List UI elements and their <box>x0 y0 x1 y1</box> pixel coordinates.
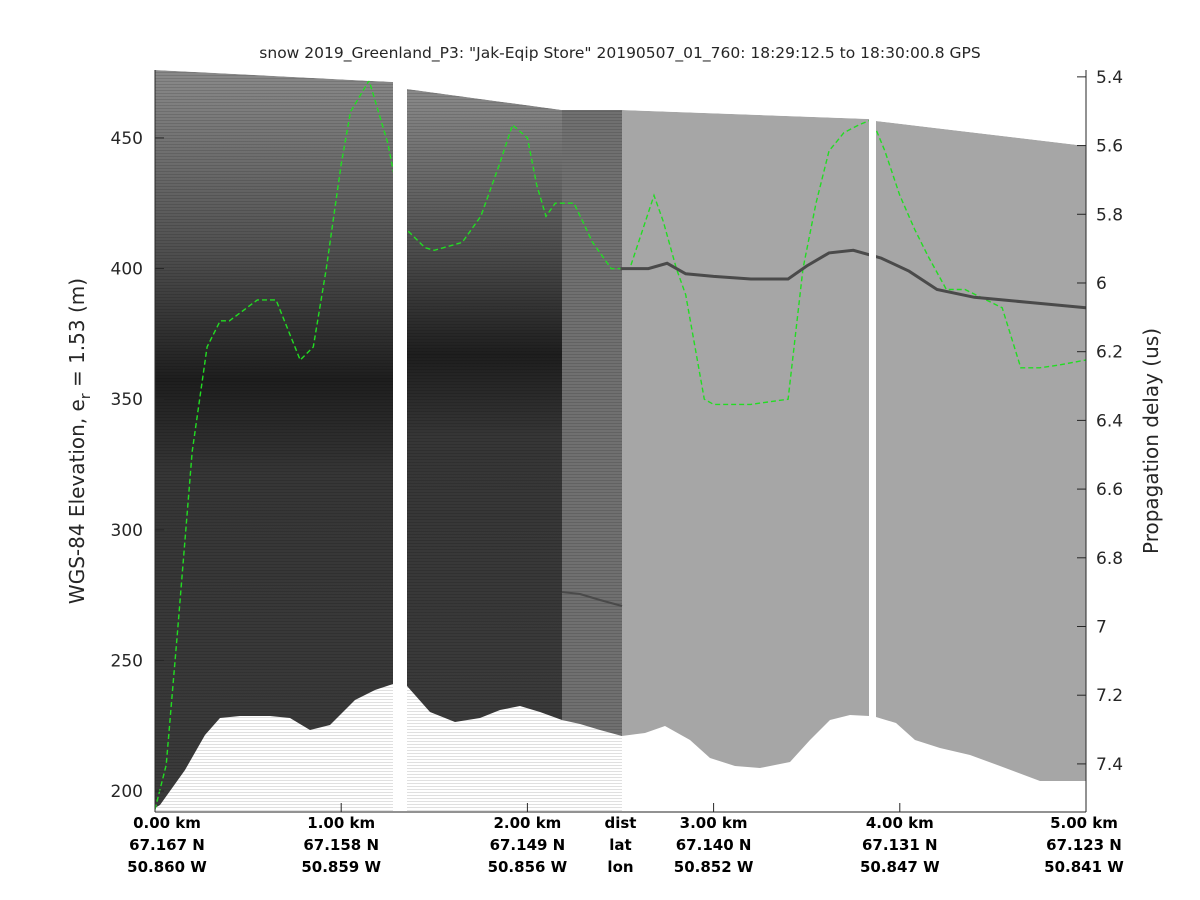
data-gap-1 <box>393 70 407 812</box>
right-tick-label: 7.4 <box>1096 755 1123 775</box>
surface-layer-line <box>620 248 1086 310</box>
left-tick-label: 450 <box>111 129 143 149</box>
x-tick-label-lon: 50.856 W <box>488 858 568 876</box>
left-y-ticks: 200 250 300 350 400 450 <box>111 129 164 802</box>
right-tick-label: 5.6 <box>1096 137 1123 157</box>
right-tick-label: 7 <box>1096 618 1107 638</box>
x-tick-label-lat: 67.149 N <box>490 836 566 854</box>
right-tick-label: 6.8 <box>1096 549 1123 569</box>
left-tick-label: 350 <box>111 390 143 410</box>
right-tick-label: 6.6 <box>1096 480 1123 500</box>
x-tick-label-dist: 3.00 km <box>680 814 748 832</box>
right-tick-label: 6.2 <box>1096 343 1123 363</box>
x-tick-label-lat: 67.131 N <box>862 836 938 854</box>
left-tick-label: 400 <box>111 260 143 280</box>
echogram-light-panel <box>622 110 869 768</box>
x-tick-label-lon: 50.841 W <box>1044 858 1124 876</box>
x-tick-label-dist: 0.00 km <box>133 814 201 832</box>
row-label-lon: lon <box>607 858 633 876</box>
left-tick-label: 300 <box>111 521 143 541</box>
x-tick-label-lat: 67.158 N <box>303 836 379 854</box>
x-tick-label-lon: 50.847 W <box>860 858 940 876</box>
right-tick-label: 6.4 <box>1096 411 1123 431</box>
row-label-lat: lat <box>609 836 631 854</box>
scanline-texture <box>155 70 622 812</box>
right-y-axis-label: Propagation delay (us) <box>1139 328 1163 554</box>
x-tick-label-lon: 50.852 W <box>674 858 754 876</box>
left-y-axis-label: WGS-84 Elevation, er = 1.53 (m) <box>65 278 94 604</box>
right-y-ticks: 5.4 5.6 5.8 6 6.2 6.4 6.6 6.8 7 7.2 7.4 <box>1077 68 1123 775</box>
elevation-trace-line <box>155 78 1086 810</box>
x-tick-label-dist: 2.00 km <box>493 814 561 832</box>
left-tick-label: 250 <box>111 651 143 671</box>
right-tick-label: 5.4 <box>1096 68 1123 88</box>
x-tick-label-lat: 67.167 N <box>129 836 205 854</box>
deep-internal-layer <box>561 591 623 607</box>
x-tick-label-lon: 50.860 W <box>127 858 207 876</box>
right-tick-label: 6 <box>1096 274 1107 294</box>
x-tick-label-dist: 1.00 km <box>307 814 375 832</box>
left-tick-label: 200 <box>111 782 143 802</box>
no-data-region-top <box>155 70 1086 146</box>
x-tick-label-lat: 67.140 N <box>676 836 752 854</box>
data-gap-2 <box>869 70 876 812</box>
echogram-image <box>155 70 1086 812</box>
x-ticks: 0.00 km 67.167 N 50.860 W 1.00 km 67.158 N 50… <box>127 803 1124 876</box>
x-tick-label-lon: 50.859 W <box>301 858 381 876</box>
x-tick-label-dist: 5.00 km <box>1050 814 1118 832</box>
x-tick-label-dist: 4.00 km <box>866 814 934 832</box>
x-tick-label-lat: 67.123 N <box>1046 836 1122 854</box>
right-tick-label: 5.8 <box>1096 205 1123 225</box>
chart-title: snow 2019_Greenland_P3: "Jak-Eqip Store"… <box>259 44 980 63</box>
echogram-light-panel-right <box>876 121 1086 781</box>
row-label-dist: dist <box>605 814 637 832</box>
axes <box>154 70 1087 813</box>
right-tick-label: 7.2 <box>1096 686 1123 706</box>
